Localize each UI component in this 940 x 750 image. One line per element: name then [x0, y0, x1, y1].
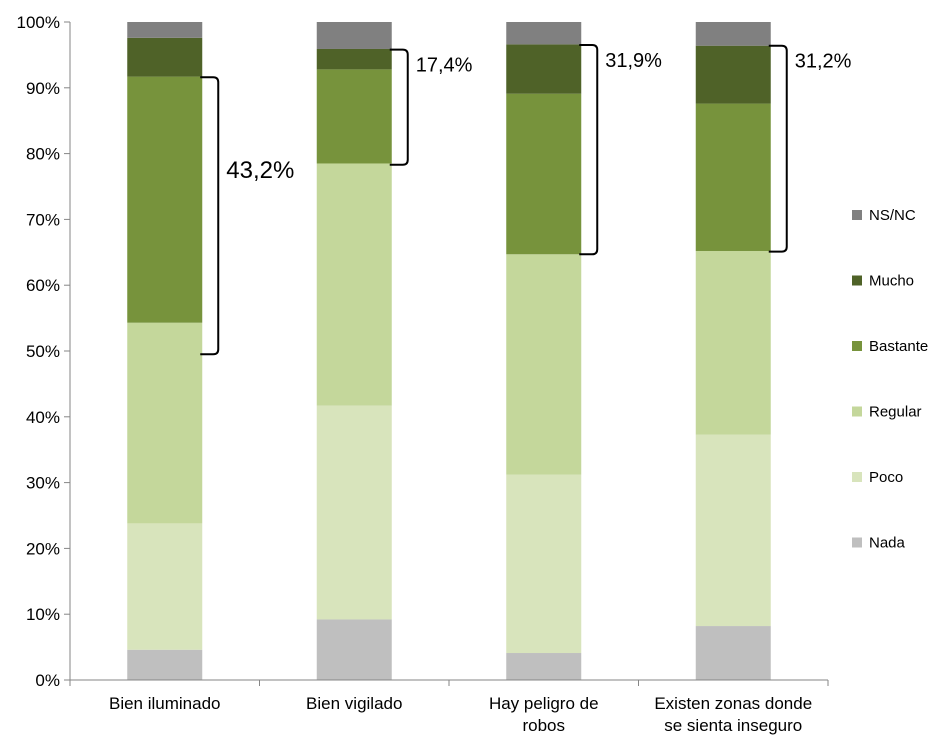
annotation-bracket	[200, 76, 220, 356]
legend-swatch	[852, 341, 862, 351]
x-category-label: Hay peligro de robos	[489, 694, 599, 735]
bar-segment-poco	[506, 474, 582, 654]
legend-swatch	[852, 275, 862, 286]
y-tick-label: 100%	[17, 13, 60, 32]
annotation-bracket	[389, 48, 409, 166]
annotation-label: 43,2%	[226, 157, 294, 184]
bar-segment-mucho	[316, 48, 392, 70]
bar-segment-ns-nc	[127, 22, 203, 38]
bar-segment-poco	[695, 434, 771, 627]
legend-label: Nada	[869, 535, 906, 552]
bar-segment-mucho	[127, 37, 203, 77]
y-tick-label: 80%	[26, 145, 60, 164]
bar-segment-bastante	[506, 93, 582, 255]
y-tick-label: 30%	[26, 474, 60, 493]
legend-label: Poco	[869, 469, 903, 486]
y-tick-label: 20%	[26, 539, 60, 558]
y-tick-label: 10%	[26, 605, 60, 624]
bar-segment-ns-nc	[506, 22, 582, 45]
y-tick-label: 0%	[35, 671, 60, 690]
bar-segment-bastante	[127, 76, 203, 323]
bar-segment-mucho	[506, 44, 582, 94]
legend-label: NS/NC	[869, 207, 916, 224]
annotation-label: 17,4%	[416, 55, 473, 77]
x-category-label: Existen zonas donde se sienta inseguro	[654, 694, 812, 735]
y-tick-label: 70%	[26, 210, 60, 229]
bar-segment-regular	[695, 250, 771, 435]
bar-segment-poco	[316, 405, 392, 620]
bar-segment-regular	[506, 254, 582, 475]
legend-label: Regular	[869, 404, 922, 421]
bar-segment-nada	[316, 619, 392, 680]
annotation-bracket	[768, 44, 788, 253]
x-axis: Bien iluminado Bien vigilado Hay peligro d…	[69, 679, 829, 735]
bar-segment-mucho	[695, 45, 771, 104]
bar-segment-regular	[316, 163, 392, 406]
legend-swatch	[852, 406, 862, 417]
bar-segment-ns-nc	[695, 22, 771, 46]
bar-segment-nada	[695, 626, 771, 680]
annotation-label: 31,2%	[795, 51, 852, 73]
y-tick-label: 90%	[26, 79, 60, 98]
legend-label: Bastante	[869, 338, 928, 355]
annotation-label: 31,9%	[605, 50, 662, 72]
bar-segment-nada	[506, 653, 582, 680]
bar-segment-poco	[127, 523, 203, 650]
bar-segment-nada	[127, 649, 203, 680]
legend-swatch	[852, 472, 862, 482]
bar-segment-bastante	[695, 103, 771, 251]
annotation-bracket	[579, 44, 599, 256]
y-tick-label: 40%	[26, 408, 60, 427]
legend-swatch	[852, 537, 862, 548]
legend-swatch	[852, 210, 862, 220]
bar-segment-ns-nc	[316, 22, 392, 49]
bars	[127, 22, 771, 680]
bar-segment-bastante	[316, 69, 392, 164]
legend: NS/NC Mucho Bastante Regular Poco Nada	[852, 207, 928, 552]
bar-segment-regular	[127, 322, 203, 524]
y-tick-label: 60%	[26, 276, 60, 295]
y-tick-label: 50%	[26, 342, 60, 361]
annotations: 43,2% 17,4% 31,9% 31,2%	[200, 44, 852, 356]
y-axis: 0% 10% 20% 30% 40% 50% 60% 70% 80% 90% 100%	[17, 13, 71, 690]
x-category-label: Bien iluminado	[109, 694, 221, 713]
x-category-label: Bien vigilado	[306, 694, 402, 713]
legend-label: Mucho	[869, 273, 914, 290]
